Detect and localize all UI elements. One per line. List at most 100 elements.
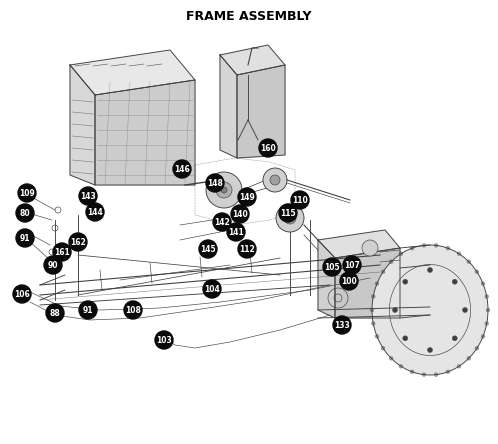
Text: 108: 108	[125, 305, 141, 314]
Text: 145: 145	[200, 245, 216, 254]
Polygon shape	[335, 248, 400, 318]
Text: 91: 91	[83, 305, 93, 314]
Circle shape	[403, 279, 408, 284]
Text: 146: 146	[174, 164, 190, 174]
Circle shape	[46, 304, 64, 322]
Circle shape	[427, 267, 432, 273]
Text: 148: 148	[207, 178, 223, 187]
Circle shape	[370, 308, 374, 312]
Circle shape	[155, 331, 173, 349]
Text: 105: 105	[324, 262, 340, 271]
Polygon shape	[70, 50, 195, 95]
Circle shape	[44, 256, 62, 274]
Circle shape	[263, 168, 287, 192]
Circle shape	[206, 174, 224, 192]
Text: 109: 109	[19, 189, 35, 198]
Circle shape	[452, 279, 457, 284]
Text: 143: 143	[80, 191, 96, 201]
Circle shape	[410, 370, 414, 374]
Circle shape	[446, 246, 450, 250]
Circle shape	[399, 364, 403, 368]
Circle shape	[291, 191, 309, 209]
Circle shape	[124, 301, 142, 319]
Circle shape	[463, 308, 468, 313]
Circle shape	[276, 204, 304, 232]
Text: 90: 90	[48, 261, 58, 270]
Circle shape	[410, 246, 414, 250]
Circle shape	[457, 364, 461, 368]
Circle shape	[340, 272, 358, 290]
Polygon shape	[318, 240, 335, 318]
Circle shape	[375, 334, 379, 338]
Circle shape	[173, 160, 191, 178]
Circle shape	[231, 205, 249, 223]
Circle shape	[475, 346, 479, 350]
Circle shape	[446, 370, 450, 374]
Circle shape	[422, 373, 426, 377]
Circle shape	[381, 270, 385, 274]
Circle shape	[467, 356, 471, 360]
Circle shape	[485, 321, 489, 325]
Circle shape	[206, 172, 242, 208]
Circle shape	[270, 175, 280, 185]
Circle shape	[375, 281, 379, 285]
Circle shape	[452, 336, 457, 341]
Ellipse shape	[372, 245, 488, 375]
Circle shape	[389, 260, 393, 264]
Circle shape	[427, 348, 432, 353]
Circle shape	[69, 233, 87, 251]
Circle shape	[362, 240, 378, 256]
Circle shape	[86, 203, 104, 221]
Circle shape	[216, 182, 232, 198]
Circle shape	[227, 223, 245, 241]
Circle shape	[284, 212, 296, 224]
Circle shape	[389, 356, 393, 360]
Circle shape	[18, 184, 36, 202]
Polygon shape	[220, 45, 285, 75]
Circle shape	[213, 213, 231, 231]
Text: 141: 141	[228, 227, 244, 237]
Circle shape	[16, 204, 34, 222]
Circle shape	[333, 316, 351, 334]
Circle shape	[221, 187, 227, 193]
Circle shape	[467, 260, 471, 264]
Circle shape	[434, 373, 438, 377]
Circle shape	[381, 346, 385, 350]
Text: 133: 133	[334, 321, 350, 329]
Text: 100: 100	[341, 277, 357, 285]
Circle shape	[403, 336, 408, 341]
Circle shape	[343, 256, 361, 274]
Circle shape	[475, 270, 479, 274]
Text: 91: 91	[20, 234, 30, 242]
Circle shape	[399, 252, 403, 256]
Circle shape	[457, 252, 461, 256]
Circle shape	[372, 321, 375, 325]
Text: 80: 80	[20, 209, 30, 218]
Text: 142: 142	[214, 218, 230, 226]
Circle shape	[259, 139, 277, 157]
Circle shape	[279, 204, 297, 222]
Text: FRAME ASSEMBLY: FRAME ASSEMBLY	[186, 11, 312, 24]
Text: 115: 115	[280, 209, 296, 218]
Text: 103: 103	[156, 336, 172, 345]
Circle shape	[13, 285, 31, 303]
Polygon shape	[95, 80, 195, 185]
Text: 112: 112	[239, 245, 255, 254]
Circle shape	[238, 240, 256, 258]
Circle shape	[53, 243, 71, 261]
Text: 107: 107	[344, 261, 360, 270]
Circle shape	[434, 243, 438, 247]
Text: 88: 88	[50, 309, 60, 317]
Text: 106: 106	[14, 289, 30, 298]
Text: 144: 144	[87, 207, 103, 217]
Circle shape	[238, 188, 256, 206]
Circle shape	[199, 240, 217, 258]
Circle shape	[481, 334, 485, 338]
Polygon shape	[237, 65, 285, 158]
Text: 104: 104	[204, 285, 220, 293]
Circle shape	[422, 243, 426, 247]
Circle shape	[372, 294, 375, 298]
Circle shape	[79, 187, 97, 205]
Circle shape	[16, 229, 34, 247]
Text: 161: 161	[54, 247, 70, 257]
